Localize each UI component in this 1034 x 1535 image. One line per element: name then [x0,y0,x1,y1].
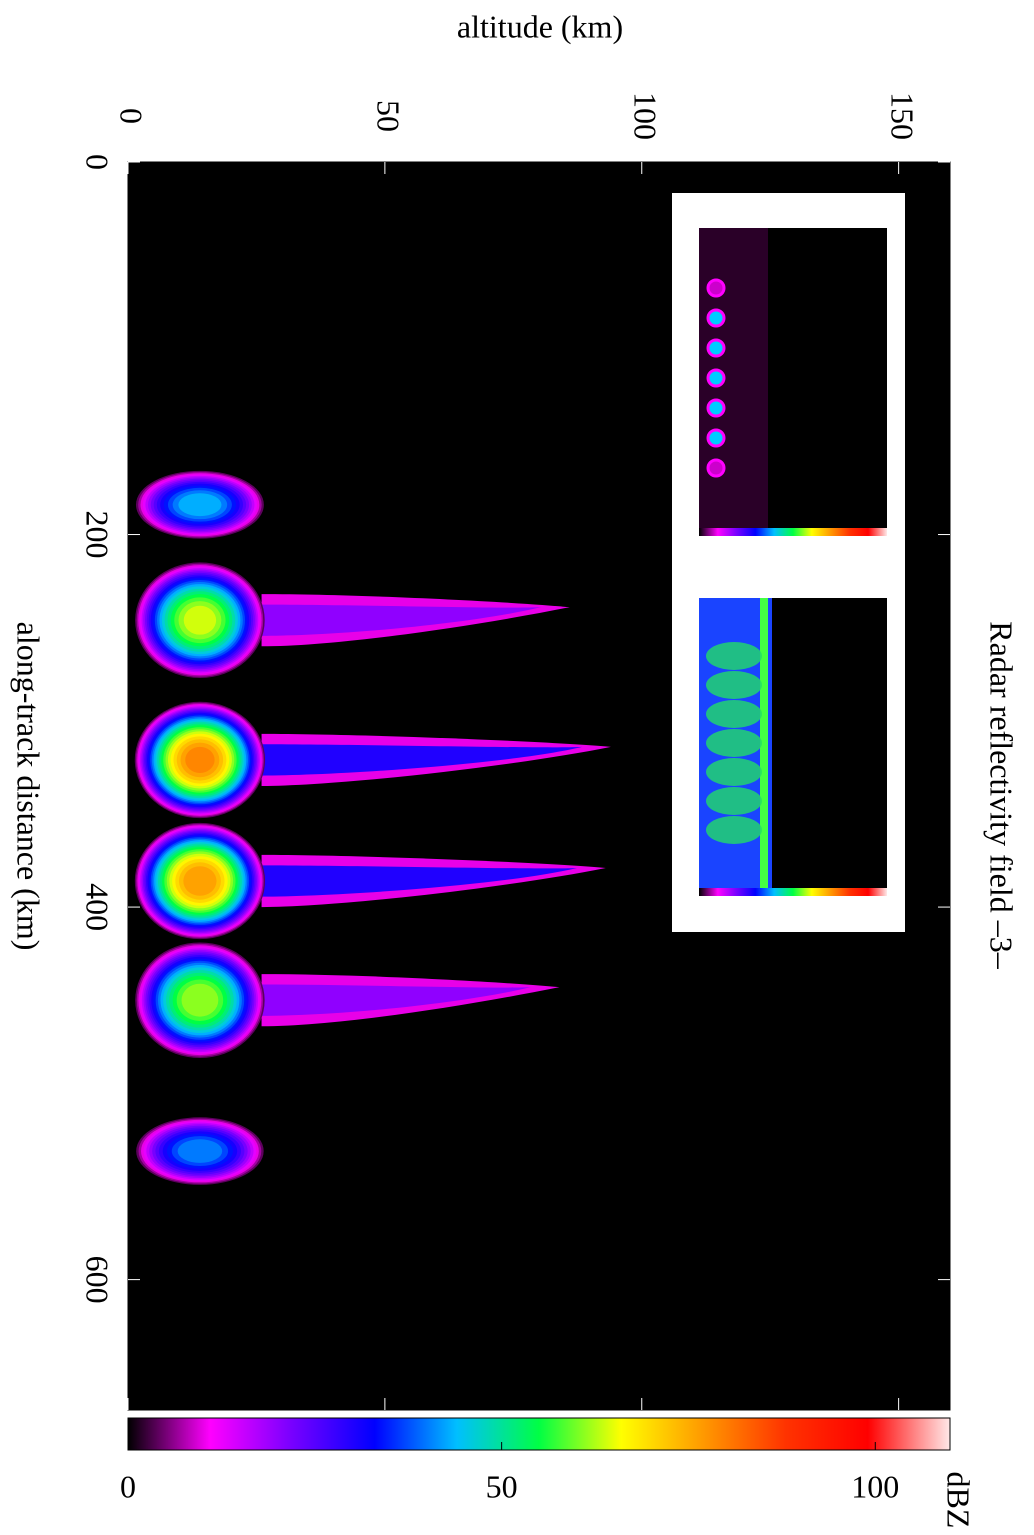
colorbar-label: dBZ [941,1472,977,1529]
cell-contour [177,1139,223,1163]
inset-lobe [706,729,762,757]
inset-blob [706,278,726,298]
inset-blob [706,308,726,328]
anvil [261,984,531,1016]
inset-lobe [706,671,762,699]
inset-blob [706,458,726,478]
x-tick-label: 0 [80,154,116,170]
inset-lobe [706,787,762,815]
y-tick-label: 50 [371,100,407,132]
colorbar-tick-label: 50 [486,1468,518,1504]
inset-panel-haze [699,228,768,528]
x-tick-label: 600 [80,1256,116,1304]
y-axis-title: altitude (km) [457,8,623,44]
colorbar-tick-label: 100 [851,1468,899,1504]
anvil [261,744,583,776]
inset-blob [706,338,726,358]
inset-blob [706,428,726,448]
cell-contour [178,493,222,517]
y-tick-label: 150 [884,92,920,140]
inset-blob [706,368,726,388]
x-tick-label: 200 [80,511,116,559]
inset-lobe [706,758,762,786]
inset-panel-band [760,598,768,888]
plot-frame [127,161,951,1411]
colorbar [127,1417,951,1451]
anvil [261,604,542,636]
y-tick-label: 0 [114,108,150,124]
cell-contour [181,983,219,1017]
chart-title: Radar reflectivity field –3– [984,621,1020,969]
inset-colorbar [699,888,887,896]
anvil [261,865,578,897]
inset-lobe [706,642,762,670]
x-tick-label: 400 [80,883,116,931]
inset-colorbar [699,528,887,536]
cell-contour [183,605,217,635]
inset-lobe [706,816,762,844]
cell-contour [183,866,217,896]
y-tick-label: 100 [627,92,663,140]
inset-lobe [706,700,762,728]
x-axis-title: along-track distance (km) [11,622,47,951]
colorbar-tick-label: 0 [120,1468,136,1504]
cell-contour [185,746,215,774]
inset-blob [706,398,726,418]
